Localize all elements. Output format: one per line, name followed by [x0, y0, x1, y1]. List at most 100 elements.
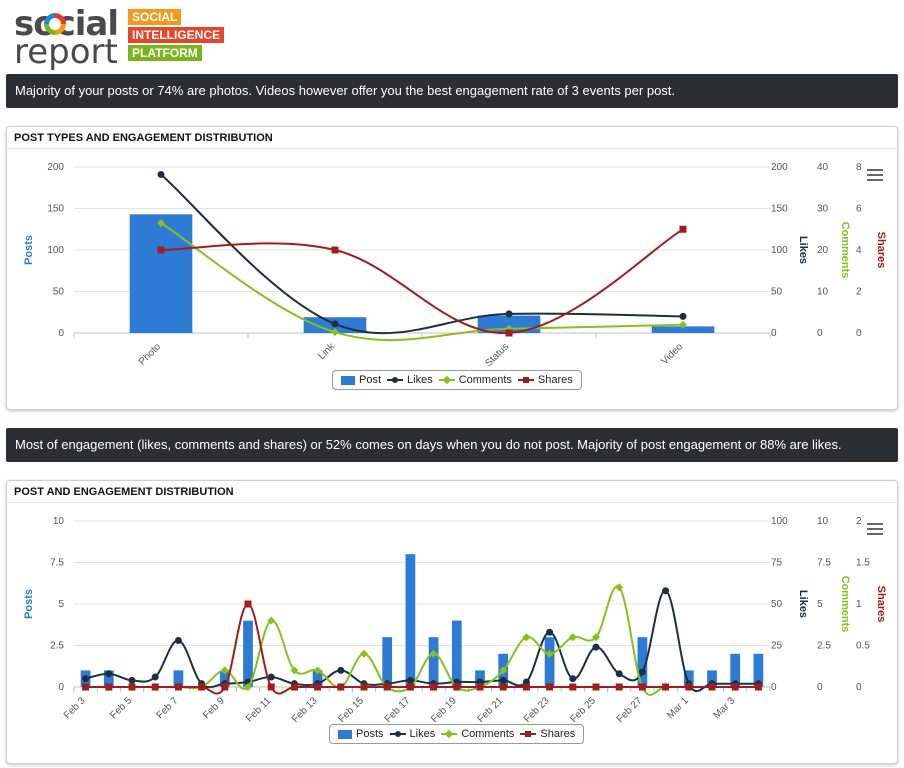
comments-axis-tick: 10	[817, 516, 829, 527]
shares-axis-tick: 2	[856, 516, 862, 527]
point-likes	[337, 666, 345, 674]
point-comments	[290, 666, 299, 675]
comments-axis-tick: 20	[817, 245, 829, 256]
x-axis-label: Feb 19	[429, 695, 459, 725]
posts-axis-title: Posts	[23, 235, 35, 265]
shares-axis-tick: 0	[856, 682, 862, 693]
legend-swatch-posts	[341, 375, 355, 385]
point-comments	[157, 219, 165, 228]
x-axis-label: Feb 5	[108, 695, 134, 721]
legend-item-shares[interactable]: Shares	[520, 728, 575, 740]
likes-axis-tick: 50	[771, 599, 783, 610]
hamburger-menu-icon[interactable]	[867, 523, 883, 535]
point-comments	[522, 633, 531, 642]
legend-swatch-shares	[520, 731, 537, 737]
insight-banner-post-types: Majority of your posts or 74% are photos…	[6, 74, 898, 108]
point-shares	[383, 683, 391, 691]
hamburger-menu-icon[interactable]	[867, 169, 883, 181]
legend-item-likes[interactable]: Likes	[389, 728, 436, 740]
point-likes	[505, 310, 513, 318]
chart-legend: Post Likes Comments Shares	[332, 370, 582, 390]
legend-swatch-likes	[389, 731, 406, 737]
likes-axis-tick: 200	[771, 162, 788, 173]
shares-axis-tick: 6	[856, 204, 862, 215]
x-axis-label: Mar 3	[711, 695, 737, 721]
posts-axis-title: Posts	[23, 589, 35, 619]
legend-label-shares: Shares	[537, 374, 573, 386]
posts-axis-tick: 50	[53, 287, 65, 298]
line-shares	[160, 228, 684, 335]
shares-axis-tick: 0	[856, 328, 862, 339]
comments-axis-title: Comments	[839, 576, 851, 633]
point-likes	[331, 320, 339, 328]
point-comments	[244, 683, 252, 691]
point-shares	[430, 683, 438, 691]
comments-axis-tick: 40	[817, 162, 829, 173]
bar-posts	[219, 670, 230, 687]
bar-posts	[683, 670, 694, 687]
point-shares	[754, 683, 762, 691]
likes-axis-title: Likes	[797, 236, 809, 264]
point-shares	[662, 683, 670, 691]
comments-axis-tick: 5	[817, 599, 823, 610]
point-shares	[679, 225, 687, 233]
point-shares	[685, 683, 693, 691]
likes-axis-tick: 25	[771, 641, 783, 652]
point-likes	[569, 675, 577, 683]
point-shares	[360, 683, 368, 691]
likes-axis-title: Likes	[797, 590, 809, 618]
point-comments	[313, 666, 322, 675]
point-shares	[244, 600, 252, 608]
shares-axis-title: Shares	[875, 586, 887, 623]
point-shares	[314, 683, 322, 691]
posts-axis-tick: 5	[58, 599, 64, 610]
logo: social report SOCIAL INTELLIGENCE PLATFO…	[14, 4, 244, 72]
legend-item-comments[interactable]: Comments	[438, 374, 512, 386]
bar-posts	[129, 214, 193, 333]
point-shares	[731, 683, 739, 691]
point-likes	[662, 587, 670, 595]
logo-tag-platform: PLATFORM	[128, 45, 202, 61]
legend-item-posts[interactable]: Post	[341, 374, 381, 386]
x-axis-label: Feb 21	[476, 695, 506, 725]
bar-posts	[637, 637, 648, 687]
x-axis-label: Feb 25	[568, 695, 598, 725]
x-axis-label: Status	[483, 341, 511, 369]
likes-axis-tick: 0	[771, 328, 777, 339]
logo-ring-icon	[44, 13, 66, 35]
point-shares	[128, 683, 136, 691]
bar-posts	[544, 637, 555, 687]
panel-title: POST TYPES AND ENGAGEMENT DISTRIBUTION	[7, 127, 897, 149]
posts-axis-tick: 100	[47, 245, 64, 256]
posts-axis-tick: 150	[47, 204, 64, 215]
point-shares	[569, 683, 577, 691]
legend-item-posts[interactable]: Posts	[338, 728, 384, 740]
post-engagement-chart: 10 7.5 5 2.5 0 100 75 50 25 0 10 7.5 5 2.5 0 2 1.5 1 0.5 0 P…	[23, 516, 887, 725]
legend-item-shares[interactable]: Shares	[517, 374, 573, 386]
point-shares	[476, 683, 484, 691]
line-likes	[160, 173, 684, 335]
point-shares	[708, 683, 716, 691]
point-shares	[592, 683, 600, 691]
legend-label-likes: Likes	[409, 728, 436, 740]
post-types-panel: POST TYPES AND ENGAGEMENT DISTRIBUTION 2…	[6, 126, 898, 410]
point-shares	[221, 683, 229, 691]
legend-item-comments[interactable]: Comments	[441, 728, 514, 740]
shares-axis-title: Shares	[875, 232, 887, 269]
comments-axis-tick: 7.5	[817, 558, 831, 569]
legend-item-likes[interactable]: Likes	[387, 374, 433, 386]
point-likes	[546, 628, 554, 636]
point-comments	[331, 328, 339, 337]
point-likes	[499, 676, 507, 684]
point-likes	[105, 670, 113, 678]
bar-posts	[103, 670, 114, 687]
point-shares	[615, 683, 623, 691]
posts-axis-tick: 10	[53, 516, 65, 527]
line-comments	[85, 585, 759, 696]
legend-label-comments: Comments	[458, 374, 512, 386]
point-shares	[331, 246, 339, 254]
chart-legend: Posts Likes Comments Shares	[329, 724, 585, 744]
point-shares	[157, 246, 165, 254]
post-engagement-panel: POST AND ENGAGEMENT DISTRIBUTION 10 7.5 5 2…	[6, 480, 898, 764]
point-likes	[151, 673, 159, 681]
